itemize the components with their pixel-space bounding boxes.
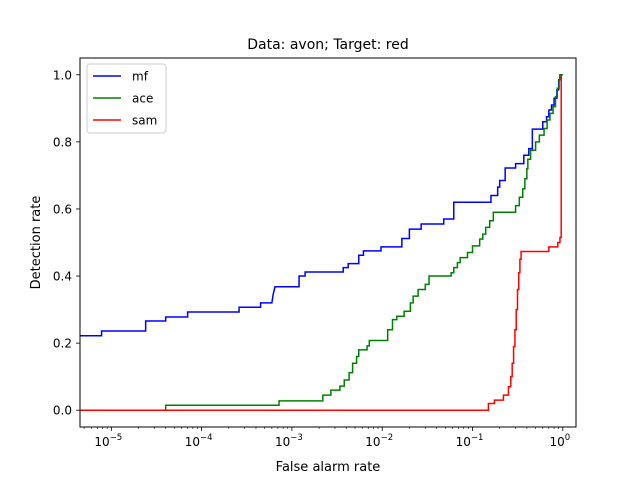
y-tick-label: 0.0 xyxy=(53,404,72,418)
series-line-ace xyxy=(164,74,563,411)
series-line-sam xyxy=(80,74,562,411)
y-axis-label: Detection rate xyxy=(29,196,44,290)
legend-label-mf: mf xyxy=(132,70,149,84)
series-layer xyxy=(80,74,563,411)
y-tick-label: 0.6 xyxy=(53,202,72,216)
legend-box xyxy=(86,63,167,134)
y-axis: 0.0 0.2 0.4 0.6 0.8 1.0 xyxy=(53,68,80,418)
x-axis-label: False alarm rate xyxy=(276,460,381,475)
y-tick-label: 1.0 xyxy=(53,68,72,82)
y-tick-label: 0.8 xyxy=(53,135,72,149)
y-tick-label: 0.4 xyxy=(53,270,72,284)
plot-frame xyxy=(79,57,577,428)
legend-label-ace: ace xyxy=(132,92,153,106)
chart-title: Data: avon; Target: red xyxy=(247,37,409,53)
y-tick-label: 0.2 xyxy=(53,337,72,351)
legend-label-sam: sam xyxy=(132,114,157,128)
series-line-mf xyxy=(80,74,563,337)
legend: mf ace sam xyxy=(86,63,167,134)
